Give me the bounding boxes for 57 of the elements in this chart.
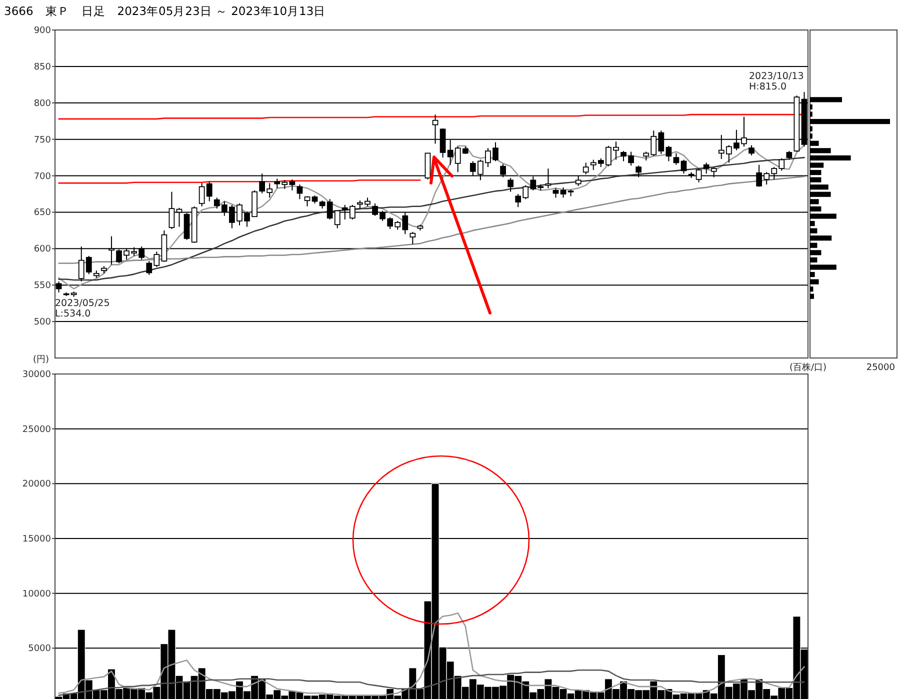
text: 25000 (866, 363, 896, 373)
bar (810, 192, 831, 197)
y-tick-label: 20000 (22, 480, 52, 490)
annotation: 2023/05/25 L:534.0 (55, 298, 110, 320)
bar (810, 279, 819, 284)
bar (810, 257, 818, 262)
y-tick-label: 25000 (22, 424, 52, 435)
candlestick (666, 145, 672, 162)
bar (810, 118, 890, 124)
y-tick-label: 650 (34, 208, 52, 218)
bar (810, 272, 815, 278)
bar (810, 97, 842, 102)
y-tick-label: 900 (34, 26, 52, 36)
bar (810, 294, 814, 299)
bar (810, 220, 815, 226)
annotation: 2023/10/13 H:815.0 (749, 71, 804, 92)
candlestick (304, 196, 310, 207)
bar (810, 199, 819, 204)
line-series (58, 669, 805, 696)
bar (810, 184, 828, 190)
y-tick-label: 30000 (22, 370, 52, 380)
candlestick (680, 159, 687, 174)
y-tick-label: 750 (34, 135, 52, 146)
candlestick (552, 188, 559, 198)
bar (810, 250, 822, 256)
text: (百株/口) (789, 362, 827, 373)
bar (810, 242, 818, 248)
y-tick-label: 500 (34, 318, 52, 328)
bar (810, 162, 824, 168)
bar (810, 155, 851, 160)
y-tick-label: 850 (34, 62, 52, 72)
bar (810, 206, 822, 212)
bar (810, 140, 819, 146)
chart-title: 3666 東Ｐ 日足 2023年05月23日 ～ 2023年10月13日 (4, 4, 326, 18)
y-tick-label: 15000 (22, 534, 52, 544)
bar (810, 286, 814, 292)
candlestick (289, 178, 296, 191)
y-tick-label: 600 (34, 244, 52, 255)
candlestick (673, 152, 680, 166)
bar (810, 214, 836, 219)
candlestick (296, 184, 303, 200)
y-tick-label: 800 (34, 98, 52, 109)
y-tick-label: 10000 (22, 589, 52, 600)
bar (810, 236, 832, 241)
bar (810, 228, 818, 234)
y-tick-label: 700 (34, 172, 52, 182)
candlestick (560, 186, 566, 198)
bar (810, 170, 822, 176)
y-tick-label: 550 (34, 281, 52, 292)
bar (810, 264, 836, 270)
candlestick (748, 144, 754, 156)
bar (810, 177, 822, 182)
bar (810, 148, 831, 154)
y-tick-label: 5000 (28, 644, 52, 654)
text: (円) (33, 355, 50, 365)
candlestick (410, 231, 416, 245)
line-series (58, 612, 805, 696)
